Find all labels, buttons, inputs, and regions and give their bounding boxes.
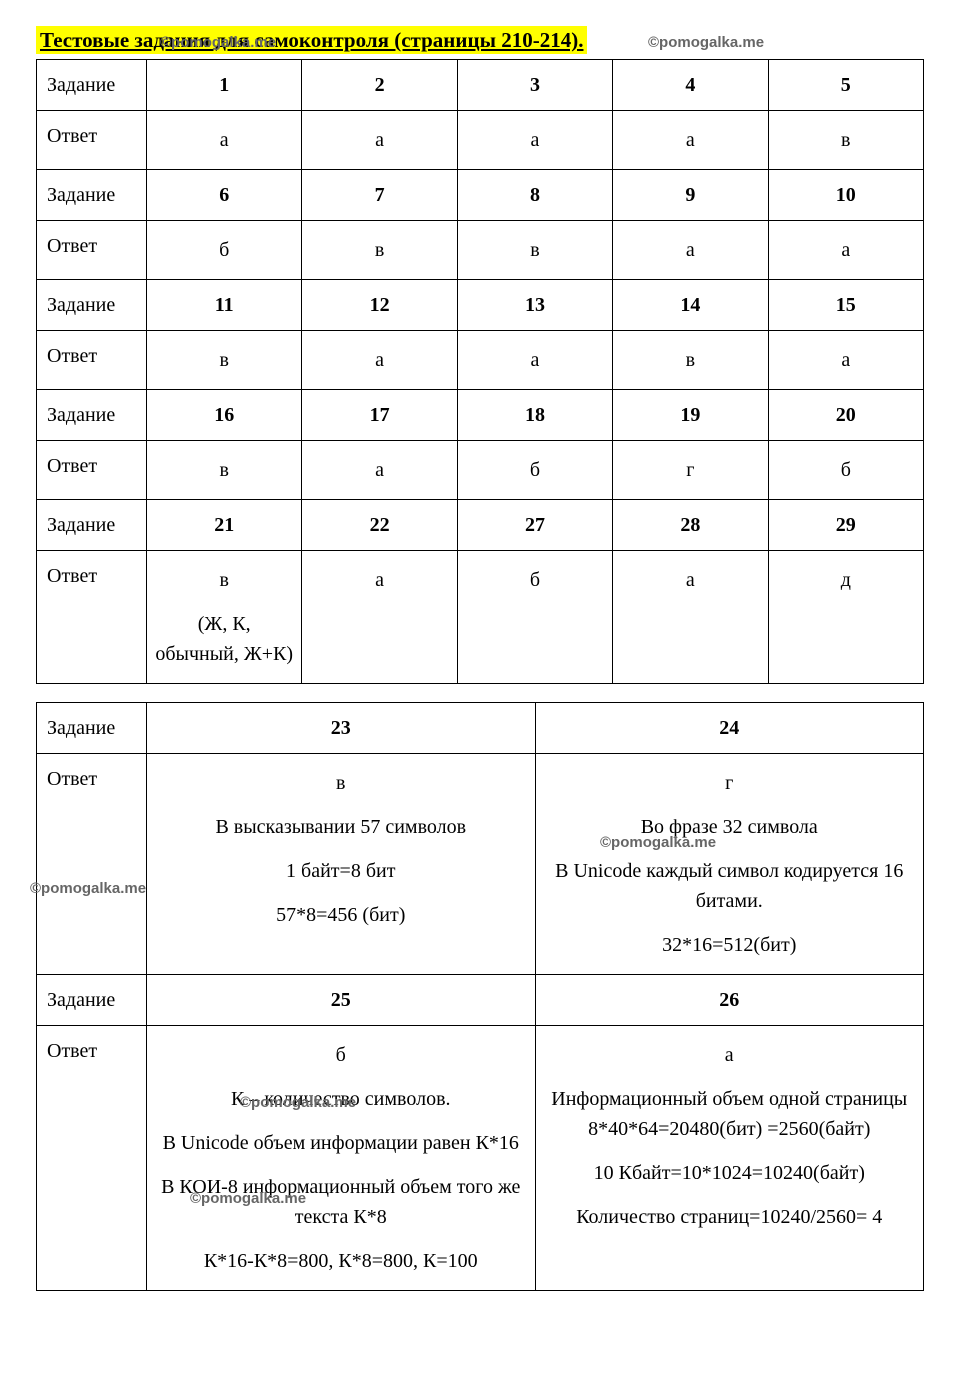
task-number: 27 bbox=[457, 500, 612, 551]
task-number: 11 bbox=[147, 280, 302, 331]
answer-cell: в bbox=[147, 331, 302, 390]
task-number: 29 bbox=[768, 500, 923, 551]
task-number: 23 bbox=[147, 703, 536, 754]
answer-cell: д bbox=[768, 551, 923, 684]
answer-cell: а bbox=[457, 331, 612, 390]
answer-cell: а bbox=[768, 331, 923, 390]
answer-cell: б bbox=[457, 551, 612, 684]
task-number: 10 bbox=[768, 170, 923, 221]
watermark: ©pomogalka.me bbox=[190, 1190, 306, 1207]
answer-cell: а bbox=[613, 221, 768, 280]
task-number: 24 bbox=[535, 703, 924, 754]
watermark: ©pomogalka.me bbox=[240, 1094, 356, 1111]
answer-cell: в bbox=[302, 221, 457, 280]
task-number: 17 bbox=[302, 390, 457, 441]
task-number: 8 bbox=[457, 170, 612, 221]
task-number: 21 bbox=[147, 500, 302, 551]
task-number: 15 bbox=[768, 280, 923, 331]
row-label-answer: Ответ bbox=[37, 754, 147, 975]
answer-cell: вВ высказывании 57 символов1 байт=8 бит5… bbox=[147, 754, 536, 975]
answer-cell: в bbox=[613, 331, 768, 390]
task-number: 25 bbox=[147, 975, 536, 1026]
task-number: 1 bbox=[147, 60, 302, 111]
answer-cell: в bbox=[457, 221, 612, 280]
task-number: 9 bbox=[613, 170, 768, 221]
answer-cell: аИнформационный объем одной страницы 8*4… bbox=[535, 1026, 924, 1291]
answer-cell: в bbox=[768, 111, 923, 170]
task-number: 6 bbox=[147, 170, 302, 221]
row-label-task: Задание bbox=[37, 60, 147, 111]
task-number: 19 bbox=[613, 390, 768, 441]
answer-cell: а bbox=[613, 111, 768, 170]
task-number: 28 bbox=[613, 500, 768, 551]
task-number: 3 bbox=[457, 60, 612, 111]
task-number: 4 bbox=[613, 60, 768, 111]
answer-cell: а bbox=[302, 331, 457, 390]
row-label-answer: Ответ bbox=[37, 1026, 147, 1291]
answers-table-1: Задание12345ОтветаааавЗадание678910Ответ… bbox=[36, 59, 924, 684]
answer-cell: б bbox=[457, 441, 612, 500]
watermark: ©pomogalka.me bbox=[600, 834, 716, 851]
row-label-task: Задание bbox=[37, 975, 147, 1026]
row-label-answer: Ответ bbox=[37, 441, 147, 500]
answer-cell: а bbox=[302, 551, 457, 684]
row-label-answer: Ответ bbox=[37, 111, 147, 170]
row-label-answer: Ответ bbox=[37, 221, 147, 280]
row-label-task: Задание bbox=[37, 703, 147, 754]
answers-table-2: Задание2324ОтветвВ высказывании 57 симво… bbox=[36, 702, 924, 1291]
answer-cell: б bbox=[147, 221, 302, 280]
answer-cell: а bbox=[147, 111, 302, 170]
task-number: 20 bbox=[768, 390, 923, 441]
watermark: ©pomogalka.me bbox=[160, 34, 276, 51]
answer-cell: гВо фразе 32 символаВ Unicode каждый сим… bbox=[535, 754, 924, 975]
task-number: 26 bbox=[535, 975, 924, 1026]
task-number: 22 bbox=[302, 500, 457, 551]
watermark: ©pomogalka.me bbox=[30, 880, 146, 897]
task-number: 12 bbox=[302, 280, 457, 331]
answer-cell: бК – количество символов.В Unicode объем… bbox=[147, 1026, 536, 1291]
task-number: 13 bbox=[457, 280, 612, 331]
answer-cell: г bbox=[613, 441, 768, 500]
answer-cell: а bbox=[302, 441, 457, 500]
page-title: Тестовые задания для самоконтроля (стран… bbox=[36, 26, 587, 54]
answer-cell: а bbox=[768, 221, 923, 280]
answer-cell: в bbox=[147, 441, 302, 500]
answer-cell: а bbox=[457, 111, 612, 170]
row-label-task: Задание bbox=[37, 280, 147, 331]
task-number: 18 bbox=[457, 390, 612, 441]
task-number: 7 bbox=[302, 170, 457, 221]
row-label-task: Задание bbox=[37, 500, 147, 551]
task-number: 2 bbox=[302, 60, 457, 111]
watermark: ©pomogalka.me bbox=[648, 34, 764, 51]
row-label-answer: Ответ bbox=[37, 331, 147, 390]
row-label-task: Задание bbox=[37, 170, 147, 221]
task-number: 14 bbox=[613, 280, 768, 331]
row-label-task: Задание bbox=[37, 390, 147, 441]
row-label-answer: Ответ bbox=[37, 551, 147, 684]
answer-cell: б bbox=[768, 441, 923, 500]
answer-cell: а bbox=[613, 551, 768, 684]
answer-cell: в(Ж, К, обычный, Ж+К) bbox=[147, 551, 302, 684]
task-number: 5 bbox=[768, 60, 923, 111]
answer-cell: а bbox=[302, 111, 457, 170]
task-number: 16 bbox=[147, 390, 302, 441]
